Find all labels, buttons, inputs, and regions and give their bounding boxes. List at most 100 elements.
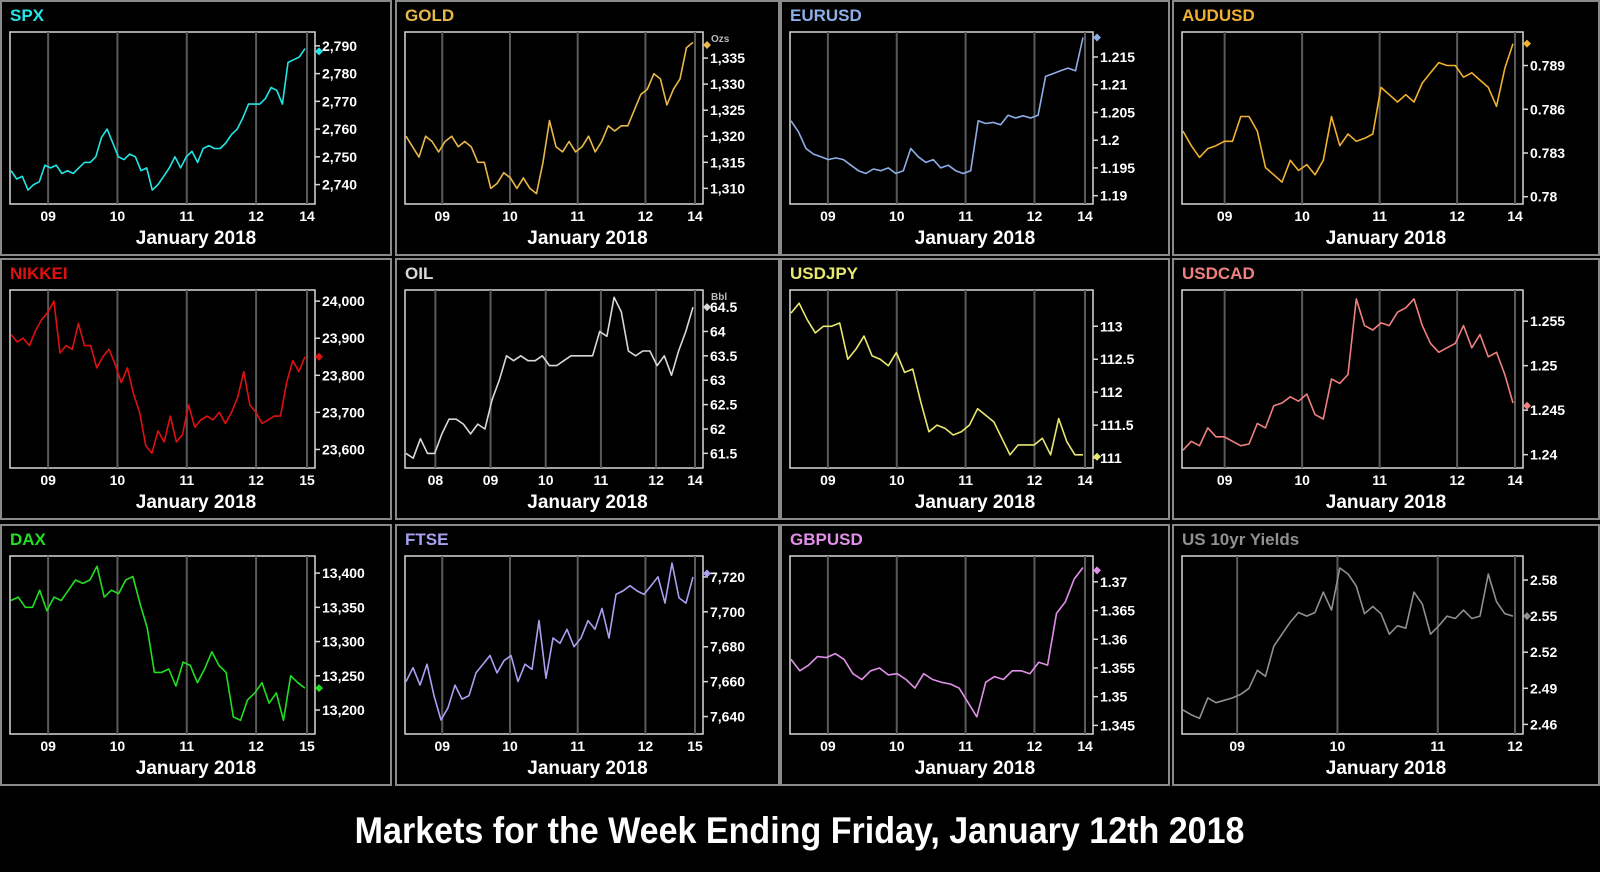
svg-text:Bbl: Bbl xyxy=(711,292,727,303)
svg-text:1.2: 1.2 xyxy=(1100,132,1120,148)
svg-text:14: 14 xyxy=(687,208,703,224)
svg-text:64: 64 xyxy=(710,323,726,339)
panel-gold: 09 10 11 12 14 1,310 1,315 1,320 1,325 1,330 1,335… xyxy=(395,0,780,256)
svg-text:1.195: 1.195 xyxy=(1100,160,1135,176)
svg-text:13,200: 13,200 xyxy=(322,702,365,718)
panel-title: US 10yr Yields xyxy=(1182,530,1300,549)
x-axis-label: January 2018 xyxy=(527,758,648,779)
svg-text:10: 10 xyxy=(502,738,518,754)
line-chart: 09 10 11 12 14 111 111.5 112 112.5 113 xyxy=(789,289,1134,488)
panel-spx: 09 10 11 12 14 2,740 2,750 2,760 2,770 2,780 2,790… xyxy=(0,0,392,256)
panel-title: GOLD xyxy=(405,6,455,25)
svg-text:0.789: 0.789 xyxy=(1530,58,1565,74)
x-axis-label: January 2018 xyxy=(135,228,257,249)
svg-text:1.245: 1.245 xyxy=(1530,402,1565,418)
svg-text:10: 10 xyxy=(889,472,905,488)
svg-text:0.783: 0.783 xyxy=(1530,145,1565,161)
svg-text:0.78: 0.78 xyxy=(1530,189,1557,205)
svg-text:14: 14 xyxy=(1507,472,1523,488)
price-series-line xyxy=(405,296,694,459)
svg-text:14: 14 xyxy=(687,472,703,488)
svg-text:10: 10 xyxy=(1294,472,1310,488)
svg-text:64.5: 64.5 xyxy=(710,299,737,315)
svg-text:09: 09 xyxy=(820,208,836,224)
panel-usdcad: 09 10 11 12 14 1.24 1.245 1.25 1.255 USDCAD Januar… xyxy=(1172,258,1600,520)
svg-text:7,640: 7,640 xyxy=(710,709,745,725)
svg-text:09: 09 xyxy=(40,208,56,224)
price-series-line xyxy=(790,567,1084,718)
svg-text:1.255: 1.255 xyxy=(1530,313,1565,329)
svg-text:15: 15 xyxy=(687,738,703,754)
svg-text:1.345: 1.345 xyxy=(1100,717,1135,733)
panel-title: FTSE xyxy=(405,530,449,549)
panel-audusd: 09 10 11 12 14 0.78 0.783 0.786 0.789 AUDUSD Janua… xyxy=(1172,0,1600,256)
line-chart: 09 10 11 12 14 1.345 1.35 1.355 1.36 1.365 1.37 xyxy=(789,555,1135,754)
svg-text:1.19: 1.19 xyxy=(1100,188,1127,204)
svg-text:63: 63 xyxy=(710,372,726,388)
panel-title: USDCAD xyxy=(1182,264,1255,283)
svg-text:09: 09 xyxy=(1217,208,1233,224)
panel-title: GBPUSD xyxy=(790,530,863,549)
x-axis-label: January 2018 xyxy=(135,758,257,779)
svg-text:11: 11 xyxy=(1372,208,1387,224)
svg-text:2,750: 2,750 xyxy=(322,149,357,165)
svg-text:13,300: 13,300 xyxy=(322,634,365,650)
svg-text:14: 14 xyxy=(1507,208,1523,224)
svg-text:1,335: 1,335 xyxy=(710,50,745,66)
x-axis-label: January 2018 xyxy=(1325,228,1447,249)
page-footer: Markets for the Week Ending Friday, Janu… xyxy=(0,790,1600,872)
line-chart: 09 10 11 12 14 1,310 1,315 1,320 1,325 1,330 1,335… xyxy=(404,31,745,224)
svg-text:2,790: 2,790 xyxy=(322,38,357,54)
svg-text:12: 12 xyxy=(248,472,264,488)
panel-title: NIKKEI xyxy=(10,264,68,283)
svg-text:11: 11 xyxy=(570,208,585,224)
svg-text:1.35: 1.35 xyxy=(1100,689,1127,705)
svg-text:12: 12 xyxy=(248,738,264,754)
price-series-line xyxy=(405,562,694,721)
svg-text:12: 12 xyxy=(248,208,264,224)
line-chart: 09 10 11 12 2.46 2.49 2.52 2.55 2.58 xyxy=(1181,555,1557,754)
svg-text:112: 112 xyxy=(1100,384,1123,400)
line-chart: 09 10 11 12 14 1.19 1.195 1.2 1.205 1.21 1.215 xyxy=(789,31,1135,224)
svg-text:2,780: 2,780 xyxy=(322,66,357,82)
svg-text:7,660: 7,660 xyxy=(710,674,745,690)
svg-text:12: 12 xyxy=(638,208,654,224)
line-chart: 09 10 11 12 15 23,600 23,700 23,800 23,900 24,000 xyxy=(9,289,365,488)
svg-text:09: 09 xyxy=(434,738,450,754)
svg-text:10: 10 xyxy=(1330,738,1346,754)
x-axis-label: January 2018 xyxy=(135,492,257,513)
svg-text:13,400: 13,400 xyxy=(322,565,365,581)
svg-text:2.58: 2.58 xyxy=(1530,572,1557,588)
svg-text:15: 15 xyxy=(299,472,315,488)
svg-text:1,330: 1,330 xyxy=(710,76,745,92)
svg-text:09: 09 xyxy=(820,472,836,488)
x-axis-label: January 2018 xyxy=(914,758,1036,779)
svg-text:14: 14 xyxy=(1077,208,1093,224)
svg-text:12: 12 xyxy=(1027,208,1043,224)
svg-text:10: 10 xyxy=(110,738,126,754)
chart-grid: 09 10 11 12 14 2,740 2,750 2,760 2,770 2,780 2,790… xyxy=(0,0,1600,786)
svg-text:1,310: 1,310 xyxy=(710,180,745,196)
svg-text:12: 12 xyxy=(1027,738,1043,754)
svg-text:1.24: 1.24 xyxy=(1530,447,1557,463)
svg-text:11: 11 xyxy=(958,208,973,224)
svg-text:10: 10 xyxy=(538,472,554,488)
svg-text:11: 11 xyxy=(179,208,194,224)
price-series-line xyxy=(10,48,306,191)
svg-text:2,740: 2,740 xyxy=(322,177,357,193)
svg-text:10: 10 xyxy=(1294,208,1310,224)
svg-text:Ozs: Ozs xyxy=(711,34,730,45)
x-axis-label: January 2018 xyxy=(914,492,1036,513)
svg-text:1.25: 1.25 xyxy=(1530,358,1557,374)
svg-text:1.36: 1.36 xyxy=(1100,631,1127,647)
svg-text:113: 113 xyxy=(1100,318,1123,334)
svg-text:1.21: 1.21 xyxy=(1100,77,1127,93)
panel-title: AUDUSD xyxy=(1182,6,1255,25)
svg-text:15: 15 xyxy=(299,738,315,754)
svg-text:23,700: 23,700 xyxy=(322,404,365,420)
panel-us10yr: 09 10 11 12 2.46 2.49 2.52 2.55 2.58 US 10yr Yiel… xyxy=(1172,524,1600,786)
svg-text:2.49: 2.49 xyxy=(1530,680,1557,696)
panel-title: EURUSD xyxy=(790,6,862,25)
svg-text:09: 09 xyxy=(434,208,450,224)
svg-text:09: 09 xyxy=(483,472,499,488)
